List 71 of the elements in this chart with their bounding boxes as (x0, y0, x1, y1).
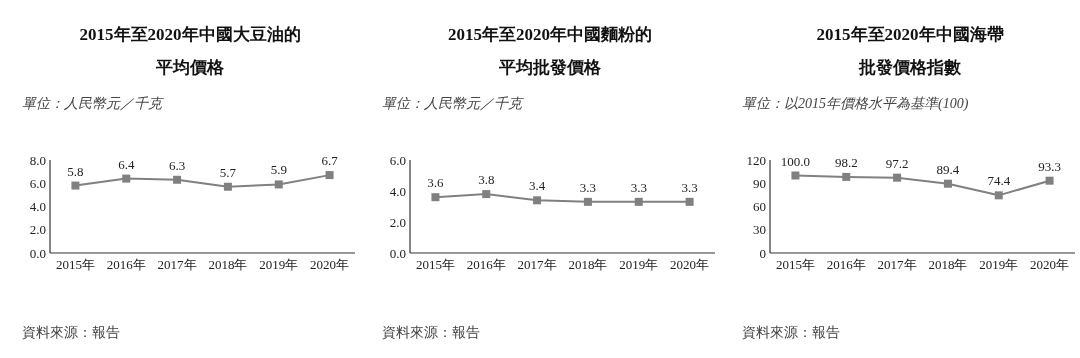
data-label: 3.3 (630, 179, 647, 195)
y-tick-label: 0 (759, 245, 766, 261)
x-tick-label: 2019年 (979, 257, 1019, 272)
x-tick-label: 2017年 (157, 257, 197, 272)
data-label: 3.4 (528, 178, 546, 194)
data-label: 5.8 (67, 163, 84, 179)
source-note: 資料來源：報告 (382, 325, 480, 340)
data-label: 5.9 (270, 162, 287, 178)
y-tick-label: 4.0 (29, 199, 46, 214)
point (122, 174, 131, 183)
y-tick-label: 6.0 (389, 152, 406, 168)
x-tick-label: 2016年 (106, 257, 146, 272)
point (1045, 176, 1054, 185)
x-tick-label: 2019年 (619, 257, 659, 272)
data-label: 6.4 (118, 156, 135, 172)
data-label: 89.4 (936, 161, 960, 177)
x-tick-label: 2015年 (55, 257, 95, 272)
x-tick-label: 2017年 (877, 257, 917, 272)
data-label: 6.7 (321, 153, 339, 169)
point (71, 181, 80, 190)
point (325, 171, 334, 180)
chart-subtitle: 單位：人民幣元／千克 (382, 96, 524, 111)
x-tick-label: 2018年 (208, 257, 248, 272)
x-tick-label: 2016年 (466, 257, 506, 272)
data-label: 3.3 (579, 179, 597, 195)
point (842, 172, 851, 181)
y-tick-label: 8.0 (29, 152, 46, 168)
source-note: 資料來源：報告 (742, 325, 840, 340)
x-tick-label: 2018年 (928, 257, 968, 272)
source-note: 資料來源：報告 (22, 325, 120, 340)
data-label: 6.3 (168, 157, 186, 173)
y-tick-label: 0.0 (29, 245, 46, 261)
y-tick-label: 90 (753, 175, 766, 191)
point (994, 191, 1003, 200)
data-label: 3.8 (478, 172, 495, 188)
point (173, 175, 182, 184)
data-label: 98.2 (834, 154, 858, 170)
x-tick-label: 2020年 (310, 257, 350, 272)
point (223, 182, 232, 191)
y-tick-label: 60 (753, 199, 766, 214)
x-tick-label: 2019年 (259, 257, 299, 272)
chart-subtitle: 單位：人民幣元／千克 (22, 96, 164, 111)
y-tick-label: 2.0 (29, 222, 46, 238)
point (791, 171, 800, 180)
data-label: 3.6 (427, 175, 445, 191)
point (943, 179, 952, 188)
y-tick-label: 30 (753, 222, 766, 238)
data-label: 3.3 (681, 179, 698, 195)
data-label: 93.3 (1038, 158, 1061, 174)
data-label: 100.0 (780, 153, 811, 169)
x-tick-label: 2017年 (517, 257, 557, 272)
x-tick-label: 2015年 (415, 257, 455, 272)
x-tick-label: 2015年 (775, 257, 815, 272)
x-tick-label: 2016年 (826, 257, 866, 272)
y-tick-label: 0.0 (389, 245, 406, 261)
data-label: 5.7 (219, 164, 237, 180)
x-tick-label: 2020年 (670, 257, 710, 272)
point (274, 180, 283, 189)
chart-title: 2015年至2020年中國海帶批發價格指數 (815, 24, 1005, 79)
y-tick-label: 120 (746, 152, 766, 168)
point (893, 173, 902, 182)
data-label: 74.4 (987, 173, 1011, 189)
data-label: 97.2 (885, 155, 909, 171)
y-tick-label: 4.0 (389, 183, 406, 199)
y-tick-label: 6.0 (29, 175, 46, 191)
y-tick-label: 2.0 (389, 214, 406, 230)
x-tick-label: 2020年 (1030, 257, 1070, 272)
chart-title: 2015年至2020年中國麵粉的平均批發價格 (447, 24, 653, 79)
chart-title: 2015年至2020年中國大豆油的平均價格 (78, 24, 302, 79)
x-tick-label: 2018年 (568, 257, 608, 272)
chart-subtitle: 單位：以2015年價格水平為基準(100) (742, 96, 969, 112)
